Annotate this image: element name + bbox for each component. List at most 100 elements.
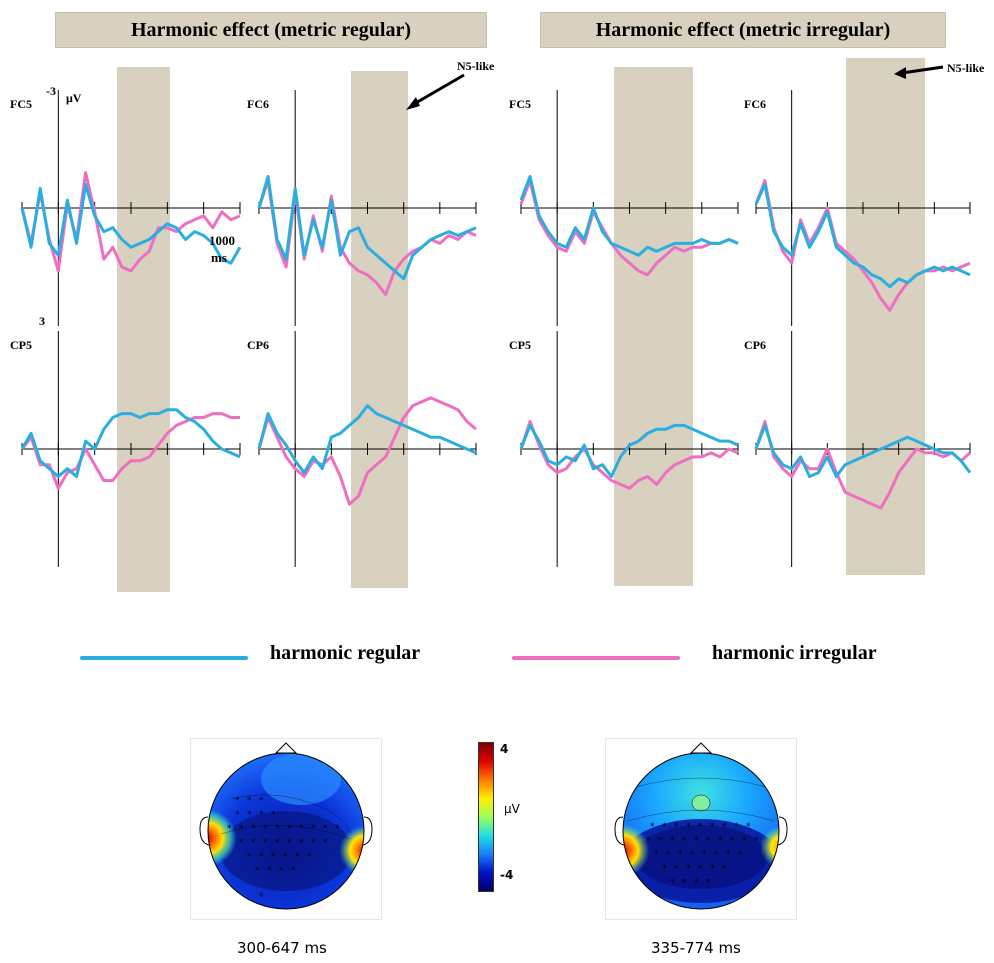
n5-like-annotation-left: N5-like	[457, 59, 495, 73]
svg-text:*: *	[255, 866, 260, 876]
series-line-harmonic-regular	[257, 404, 477, 475]
svg-text:*: *	[239, 824, 244, 834]
svg-text:*: *	[291, 866, 296, 876]
series-line-harmonic-regular	[519, 175, 739, 257]
svg-text:*: *	[686, 864, 691, 874]
svg-text:*: *	[662, 864, 667, 874]
analysis-window-3	[846, 58, 925, 575]
n5-like-annotation-right: N5-like	[947, 61, 985, 75]
x-axis-time-tick: 1000	[209, 233, 235, 248]
svg-text:*: *	[710, 822, 715, 832]
n5-like-arrowhead-right	[894, 67, 906, 79]
svg-text:*: *	[283, 852, 288, 862]
svg-text:*: *	[738, 850, 743, 860]
svg-text:*: *	[690, 850, 695, 860]
svg-text:*: *	[734, 822, 739, 832]
svg-text:*: *	[742, 836, 747, 846]
svg-text:*: *	[698, 822, 703, 832]
svg-text:*: *	[746, 822, 751, 832]
svg-text:*: *	[650, 822, 655, 832]
analysis-window-0	[117, 67, 170, 592]
y-axis-unit-label: μV	[66, 91, 82, 105]
svg-text:*: *	[323, 838, 328, 848]
svg-text:*: *	[235, 796, 240, 806]
svg-text:*: *	[674, 864, 679, 874]
svg-text:*: *	[263, 824, 268, 834]
svg-text:*: *	[335, 824, 340, 834]
svg-text:*: *	[726, 850, 731, 860]
series-line-harmonic-regular	[20, 182, 242, 265]
svg-text:*: *	[682, 836, 687, 846]
series-line-harmonic-irregular	[754, 179, 971, 312]
series-line-harmonic-irregular	[519, 420, 739, 490]
svg-text:*: *	[662, 822, 667, 832]
electrode-label-fc6: FC6	[247, 97, 269, 111]
svg-text:*: *	[251, 838, 256, 848]
colorbar-max-label: 4	[500, 742, 509, 756]
svg-text:*: *	[706, 836, 711, 846]
svg-text:*: *	[263, 838, 268, 848]
svg-text:*: *	[235, 810, 240, 820]
electrode-label-cp6: CP6	[247, 338, 269, 352]
svg-text:*: *	[718, 836, 723, 846]
series-line-harmonic-irregular	[754, 420, 971, 510]
electrode-label-fc6: FC6	[744, 97, 766, 111]
svg-text:*: *	[682, 878, 687, 888]
series-line-harmonic-regular	[754, 182, 971, 289]
topomap-metric-regular: * * * * * * * * * * * * * * * * * * * * * * * * * * * * * * * * * * * …	[190, 738, 382, 920]
legend-label-regular: harmonic regular	[270, 642, 421, 664]
svg-text:*: *	[722, 822, 727, 832]
electrode-label-cp5: CP5	[10, 338, 32, 352]
series-line-harmonic-regular	[754, 423, 972, 478]
svg-text:*: *	[295, 852, 300, 862]
svg-text:*: *	[275, 824, 280, 834]
svg-text:*: *	[247, 796, 252, 806]
svg-text:*: *	[694, 836, 699, 846]
svg-text:*: *	[271, 852, 276, 862]
svg-text:*: *	[702, 850, 707, 860]
svg-text:*: *	[666, 850, 671, 860]
svg-text:*: *	[267, 866, 272, 876]
legend-label-irregular: harmonic irregular	[712, 642, 877, 664]
electrode-label-fc5: FC5	[509, 97, 531, 111]
svg-text:*: *	[706, 878, 711, 888]
svg-text:*: *	[670, 836, 675, 846]
series-line-harmonic-regular	[257, 175, 477, 281]
svg-text:*: *	[710, 864, 715, 874]
svg-text:*: *	[311, 838, 316, 848]
chart-title-metric-regular: Harmonic effect (metric regular)	[55, 12, 487, 48]
svg-text:*: *	[271, 810, 276, 820]
svg-text:*: *	[239, 838, 244, 848]
svg-text:*: *	[259, 852, 264, 862]
series-line-harmonic-irregular	[20, 412, 240, 490]
svg-text:*: *	[307, 852, 312, 862]
svg-text:*: *	[323, 824, 328, 834]
legend-swatch-regular	[80, 656, 248, 660]
svg-text:*: *	[227, 824, 232, 834]
y-axis-pos-tick: 3	[39, 314, 45, 328]
svg-text:*: *	[658, 836, 663, 846]
chart-title-metric-irregular: Harmonic effect (metric irregular)	[540, 12, 946, 48]
topomap-metric-irregular: * * * * * * * * * * * * * * * * * * * * * * * * * * * * * * * * * * * *…	[605, 738, 797, 920]
svg-text:*: *	[259, 796, 264, 806]
svg-text:*: *	[299, 824, 304, 834]
svg-text:*: *	[678, 850, 683, 860]
chart-legend: harmonic regular harmonic irregular	[0, 640, 994, 680]
series-line-harmonic-irregular	[257, 396, 477, 506]
svg-text:*: *	[287, 824, 292, 834]
svg-text:*: *	[251, 824, 256, 834]
svg-text:*: *	[686, 822, 691, 832]
electrode-label-fc5: FC5	[10, 97, 32, 111]
svg-text:*: *	[275, 838, 280, 848]
analysis-window-1	[351, 71, 408, 588]
svg-text:*: *	[247, 810, 252, 820]
svg-text:*: *	[247, 852, 252, 862]
analysis-window-2	[614, 67, 693, 586]
svg-text:*: *	[654, 850, 659, 860]
svg-text:*: *	[694, 878, 699, 888]
svg-text:*: *	[674, 822, 679, 832]
electrode-label-cp5: CP5	[509, 338, 531, 352]
svg-text:*: *	[259, 892, 264, 902]
erp-waveform-panels: FC5 FC6 FC5 FC6 CP5 CP6 CP5 CP6 -3 μV 3 1000 ms…	[10, 58, 985, 592]
svg-text:*: *	[299, 838, 304, 848]
